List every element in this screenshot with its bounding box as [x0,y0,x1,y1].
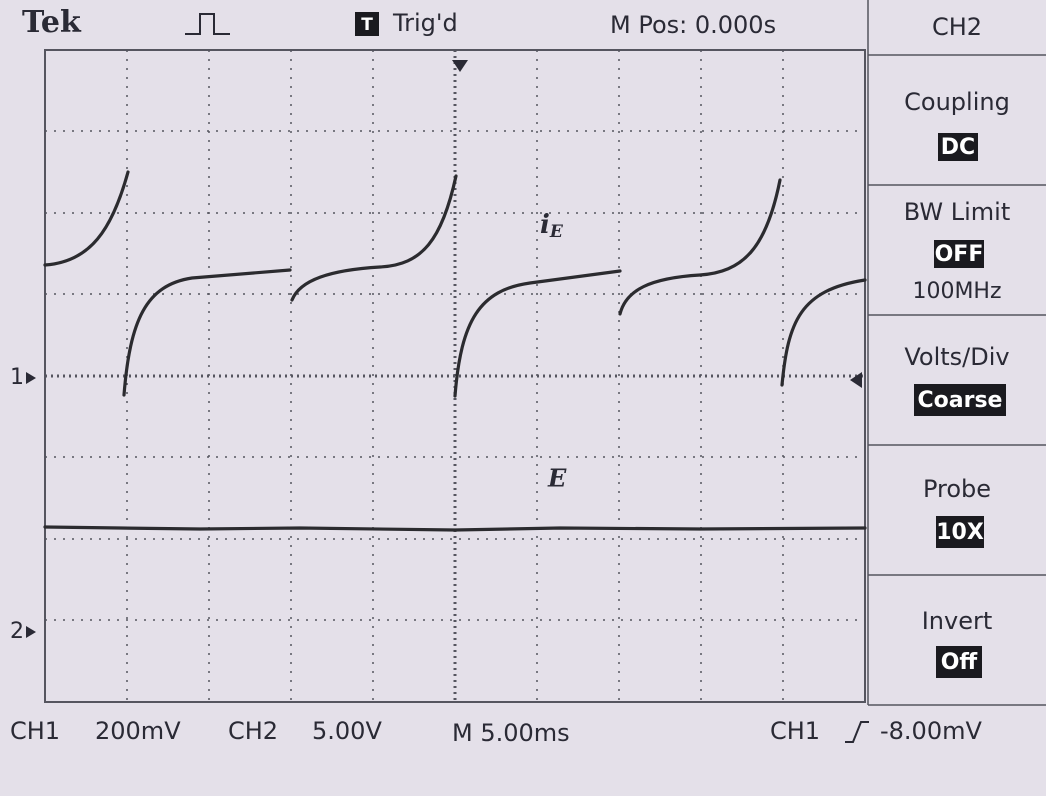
waveform-segment [43,170,130,267]
trigger-icon [355,12,379,36]
menu-value[interactable]: Coarse [918,388,1003,413]
e-label: E [547,464,567,493]
menu-value[interactable]: Off [941,650,979,675]
ie-label-sub: E [549,222,564,242]
footer-ch1-scale: 200mV [95,717,181,745]
trigger-slope-icon [845,721,869,743]
brand: Tek [22,5,82,40]
footer-ch2: CH2 [228,717,278,745]
menu-value-box [936,646,982,678]
waveform-segment [618,178,782,316]
menu-label[interactable]: Coupling [904,88,1010,116]
menu-label[interactable]: Volts/Div [904,343,1009,371]
e-waveform [43,525,867,532]
ie-waveform [43,170,867,398]
menu-channel: CH2 [932,13,982,41]
menu-value[interactable]: 10X [936,520,984,545]
ie-label-main: i [540,210,550,240]
ie-label: iE [540,210,564,242]
ch1-arrow [26,372,36,384]
menu-value-box [914,384,1006,416]
position: M Pos: 0.000s [610,11,776,39]
footer-timebase: M 5.00ms [452,719,570,747]
trigger-icon-letter: T [361,15,373,35]
footer-trigger-source: CH1 [770,717,820,745]
ch2-marker: 2 [10,619,24,644]
menu-label[interactable]: Invert [922,607,993,635]
menu-label[interactable]: Probe [923,475,991,503]
menu-value-box [934,240,984,268]
footer-ch1: CH1 [10,717,60,745]
waveform-segment [290,174,458,302]
menu-value[interactable]: OFF [935,242,984,267]
menu-value-box [936,516,984,548]
side-menu: Coupling DC BW Limit OFF 100MHz Volts/Di… [867,0,1046,706]
acquire-icon [185,13,230,35]
menu-label[interactable]: BW Limit [904,198,1010,226]
trigger-level-marker [850,372,862,388]
trigger-status: Trig'd [392,9,458,37]
menu-extra: 100MHz [912,279,1001,304]
footer-ch2-scale: 5.00V [312,717,382,745]
waveform-segment [122,268,292,397]
waveform-segment [453,269,622,398]
waveform-segment [780,278,867,387]
ch2-arrow [26,626,36,638]
menu-value-box [938,133,978,161]
ch1-marker: 1 [10,365,24,390]
trigger-position-marker [452,60,468,72]
footer-trigger-level: -8.00mV [880,717,982,745]
menu-value[interactable]: DC [941,135,975,160]
